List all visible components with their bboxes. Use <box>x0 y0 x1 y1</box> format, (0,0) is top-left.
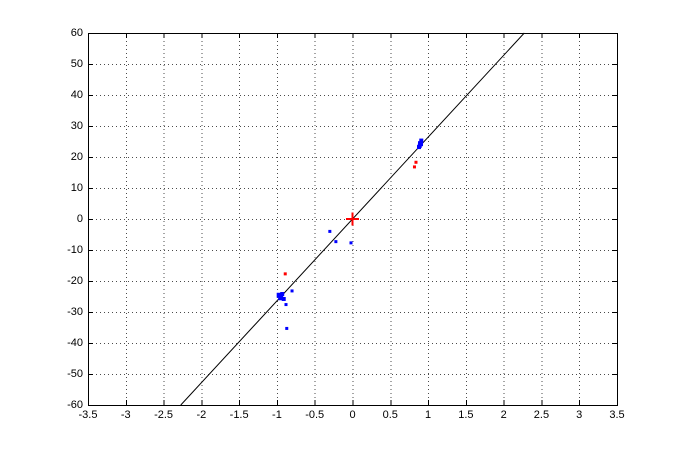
y-tick-label: -60 <box>67 399 83 411</box>
x-tick-label: 0.5 <box>382 409 398 421</box>
y-tick-label: 30 <box>70 120 83 132</box>
x-tick-label: -1 <box>272 409 282 421</box>
x-tick-label: 3.5 <box>609 409 625 421</box>
y-tick-label: -10 <box>67 244 83 256</box>
y-tick-label: 50 <box>70 58 83 70</box>
y-tick-label: 40 <box>70 89 83 101</box>
y-tick-label: 20 <box>70 151 83 163</box>
x-tick-label: 3 <box>576 409 583 421</box>
y-tick-label: -20 <box>67 275 83 287</box>
x-tick-label: -3.5 <box>78 409 98 421</box>
x-tick-label: -2 <box>196 409 207 421</box>
y-tick-label: -40 <box>67 337 83 349</box>
y-tick-label: 60 <box>70 27 83 39</box>
x-tick-label: 1.5 <box>458 409 474 421</box>
y-tick-label: -50 <box>67 368 83 380</box>
x-tick-label: -0.5 <box>305 409 325 421</box>
x-tick-label: 2.5 <box>533 409 550 421</box>
x-tick-label: 1 <box>425 409 432 421</box>
y-tick-label: -30 <box>67 306 83 318</box>
x-tick-label: 2 <box>500 409 507 421</box>
x-tick-label: 0 <box>349 409 356 421</box>
x-tick-label: -2.5 <box>154 409 174 421</box>
y-tick-label: 10 <box>70 182 83 194</box>
x-tick-label: -1.5 <box>229 409 249 421</box>
x-tick-label: -3 <box>120 409 131 421</box>
y-tick-label: 0 <box>76 213 83 225</box>
